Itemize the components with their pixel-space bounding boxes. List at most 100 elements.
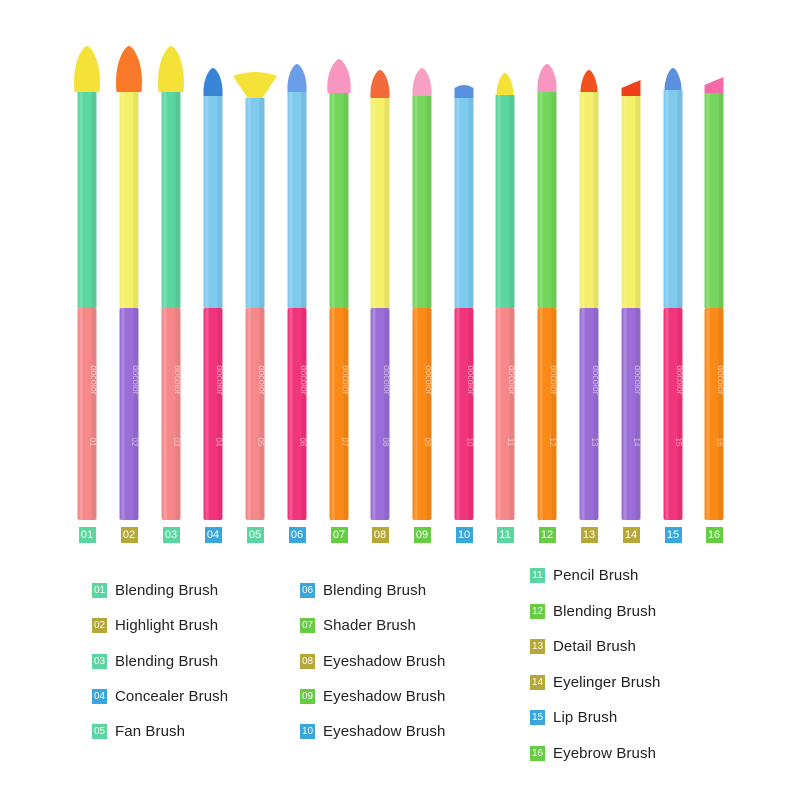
legend-label: Eyeshadow Brush	[323, 687, 446, 705]
brush-brand-mark: docolor	[173, 365, 183, 395]
brush-tip	[664, 68, 682, 90]
brush-brand-mark: docolor	[675, 365, 685, 395]
legend-item-03: 03 Blending Brush	[92, 653, 218, 670]
brush-tip	[412, 68, 432, 96]
brush-ferrule	[704, 93, 724, 308]
brush-handle	[704, 308, 724, 520]
legend-number-badge: 14	[530, 674, 545, 690]
brush-tip	[580, 70, 598, 92]
legend-number-badge: 12	[530, 603, 545, 619]
brush-ferrule	[537, 92, 557, 308]
legend-label: Lip Brush	[553, 709, 618, 726]
legend-label: Highlight Brush	[115, 617, 219, 635]
brush-05: docolor 05	[233, 72, 277, 520]
brush-handle	[161, 308, 181, 520]
legend-number-badge: 07	[300, 618, 315, 634]
brush-handle-number: 09	[423, 438, 432, 447]
brush-10: docolor 10	[454, 85, 476, 520]
legend-column-1: 01 Blending Brush 02 Highlight Brush 03 Blend…	[92, 582, 282, 752]
brush-02: docolor 02	[116, 46, 142, 520]
brush-number-badge-10: 10	[455, 527, 473, 543]
brush-12: docolor 12	[537, 64, 559, 520]
legend-number-badge: 04	[92, 688, 107, 704]
brush-15: docolor 15	[663, 68, 685, 520]
brush-handle	[370, 308, 390, 520]
brush-handle-number: 14	[632, 438, 641, 447]
brush-handle	[412, 308, 432, 520]
brush-ferrule	[203, 96, 223, 308]
brush-brand-mark: docolor	[633, 365, 643, 395]
legend-number-badge: 06	[300, 583, 315, 598]
brush-brand-mark: docolor	[549, 365, 559, 395]
brush-tip	[287, 64, 307, 92]
legend-number-badge: 11	[530, 568, 545, 583]
legend-label: Eyeshadow Brush	[323, 723, 446, 741]
brush-13: docolor 13	[579, 70, 601, 520]
brush-07: docolor 07	[327, 59, 351, 520]
brush-tip	[496, 73, 514, 95]
brush-handle-number: 12	[548, 438, 557, 447]
brush-ferrule	[77, 92, 97, 308]
brush-tip	[537, 64, 557, 92]
legend-item-08: 08 Eyeshadow Brush	[300, 653, 445, 670]
brush-handle-number: 08	[381, 438, 390, 447]
brush-tip	[158, 46, 184, 92]
brush-11: docolor 11	[495, 73, 517, 520]
brush-brand-mark: docolor	[299, 365, 309, 395]
brush-handle-number: 16	[715, 438, 724, 447]
brush-14: docolor 14	[621, 80, 643, 520]
brush-ferrule	[621, 96, 641, 308]
legend-number-badge: 01	[92, 583, 107, 598]
brush-tip	[233, 72, 277, 98]
legend-label: Blending Brush	[115, 652, 219, 670]
brush-handle-number: 02	[130, 438, 139, 447]
legend-number-badge: 15	[530, 710, 545, 725]
brush-number-badge-03: 03	[162, 527, 180, 543]
brush-ferrule	[579, 92, 599, 308]
brush-ferrule	[663, 90, 683, 308]
brush-handle	[454, 308, 474, 520]
legend-number-badge: 03	[92, 653, 107, 669]
brush-brand-mark: docolor	[716, 365, 726, 395]
brush-handle-number: 11	[506, 438, 515, 447]
brush-handle	[495, 308, 515, 520]
legend-label: Eyebrow Brush	[553, 744, 657, 762]
brush-ferrule	[161, 92, 181, 308]
brush-tip	[327, 59, 351, 93]
brush-number-badge-07: 07	[330, 527, 348, 543]
brush-tip	[621, 80, 641, 96]
legend-label: Blending Brush	[323, 582, 427, 599]
brush-number-badge-13: 13	[580, 527, 598, 543]
brush-set-illustration: docolor01docolor02docolor03docolor04doco…	[74, 46, 726, 520]
legend-item-02: 02 Highlight Brush	[92, 617, 218, 634]
brush-ferrule	[495, 95, 515, 308]
legend-label: Blending Brush	[115, 582, 219, 599]
brush-06: docolor 06	[287, 64, 309, 520]
legend-item-06: 06 Blending Brush	[300, 582, 426, 599]
legend-item-12: 12 Blending Brush	[530, 603, 656, 620]
legend-number-badge: 16	[530, 745, 545, 761]
legend-label: Blending Brush	[553, 602, 657, 620]
brush-04: docolor 04	[203, 68, 225, 520]
brush-brand-mark: docolor	[382, 365, 392, 395]
legend-label: Detail Brush	[553, 638, 636, 655]
brush-01: docolor 01	[74, 46, 100, 520]
brush-number-badge-16: 16	[705, 527, 723, 543]
brush-number-badge-01: 01	[78, 527, 96, 543]
legend-number-badge: 09	[300, 688, 315, 704]
legend-item-09: 09 Eyeshadow Brush	[300, 688, 445, 705]
brush-handle	[287, 308, 307, 520]
brush-ferrule	[245, 98, 265, 308]
brush-number-badge-11: 11	[496, 527, 514, 543]
legend-label: Eyeshadow Brush	[323, 652, 446, 670]
brush-handle	[579, 308, 599, 520]
legend-item-11: 11 Pencil Brush	[530, 567, 638, 584]
legend-number-badge: 02	[92, 618, 107, 634]
legend-item-01: 01 Blending Brush	[92, 582, 218, 599]
brush-handle-number: 07	[340, 438, 349, 447]
brush-tip	[203, 68, 223, 96]
brush-brand-mark: docolor	[131, 365, 141, 395]
legend-number-badge: 08	[300, 653, 315, 669]
brush-brand-mark: docolor	[341, 365, 351, 395]
legend-number-badge: 05	[92, 724, 107, 740]
